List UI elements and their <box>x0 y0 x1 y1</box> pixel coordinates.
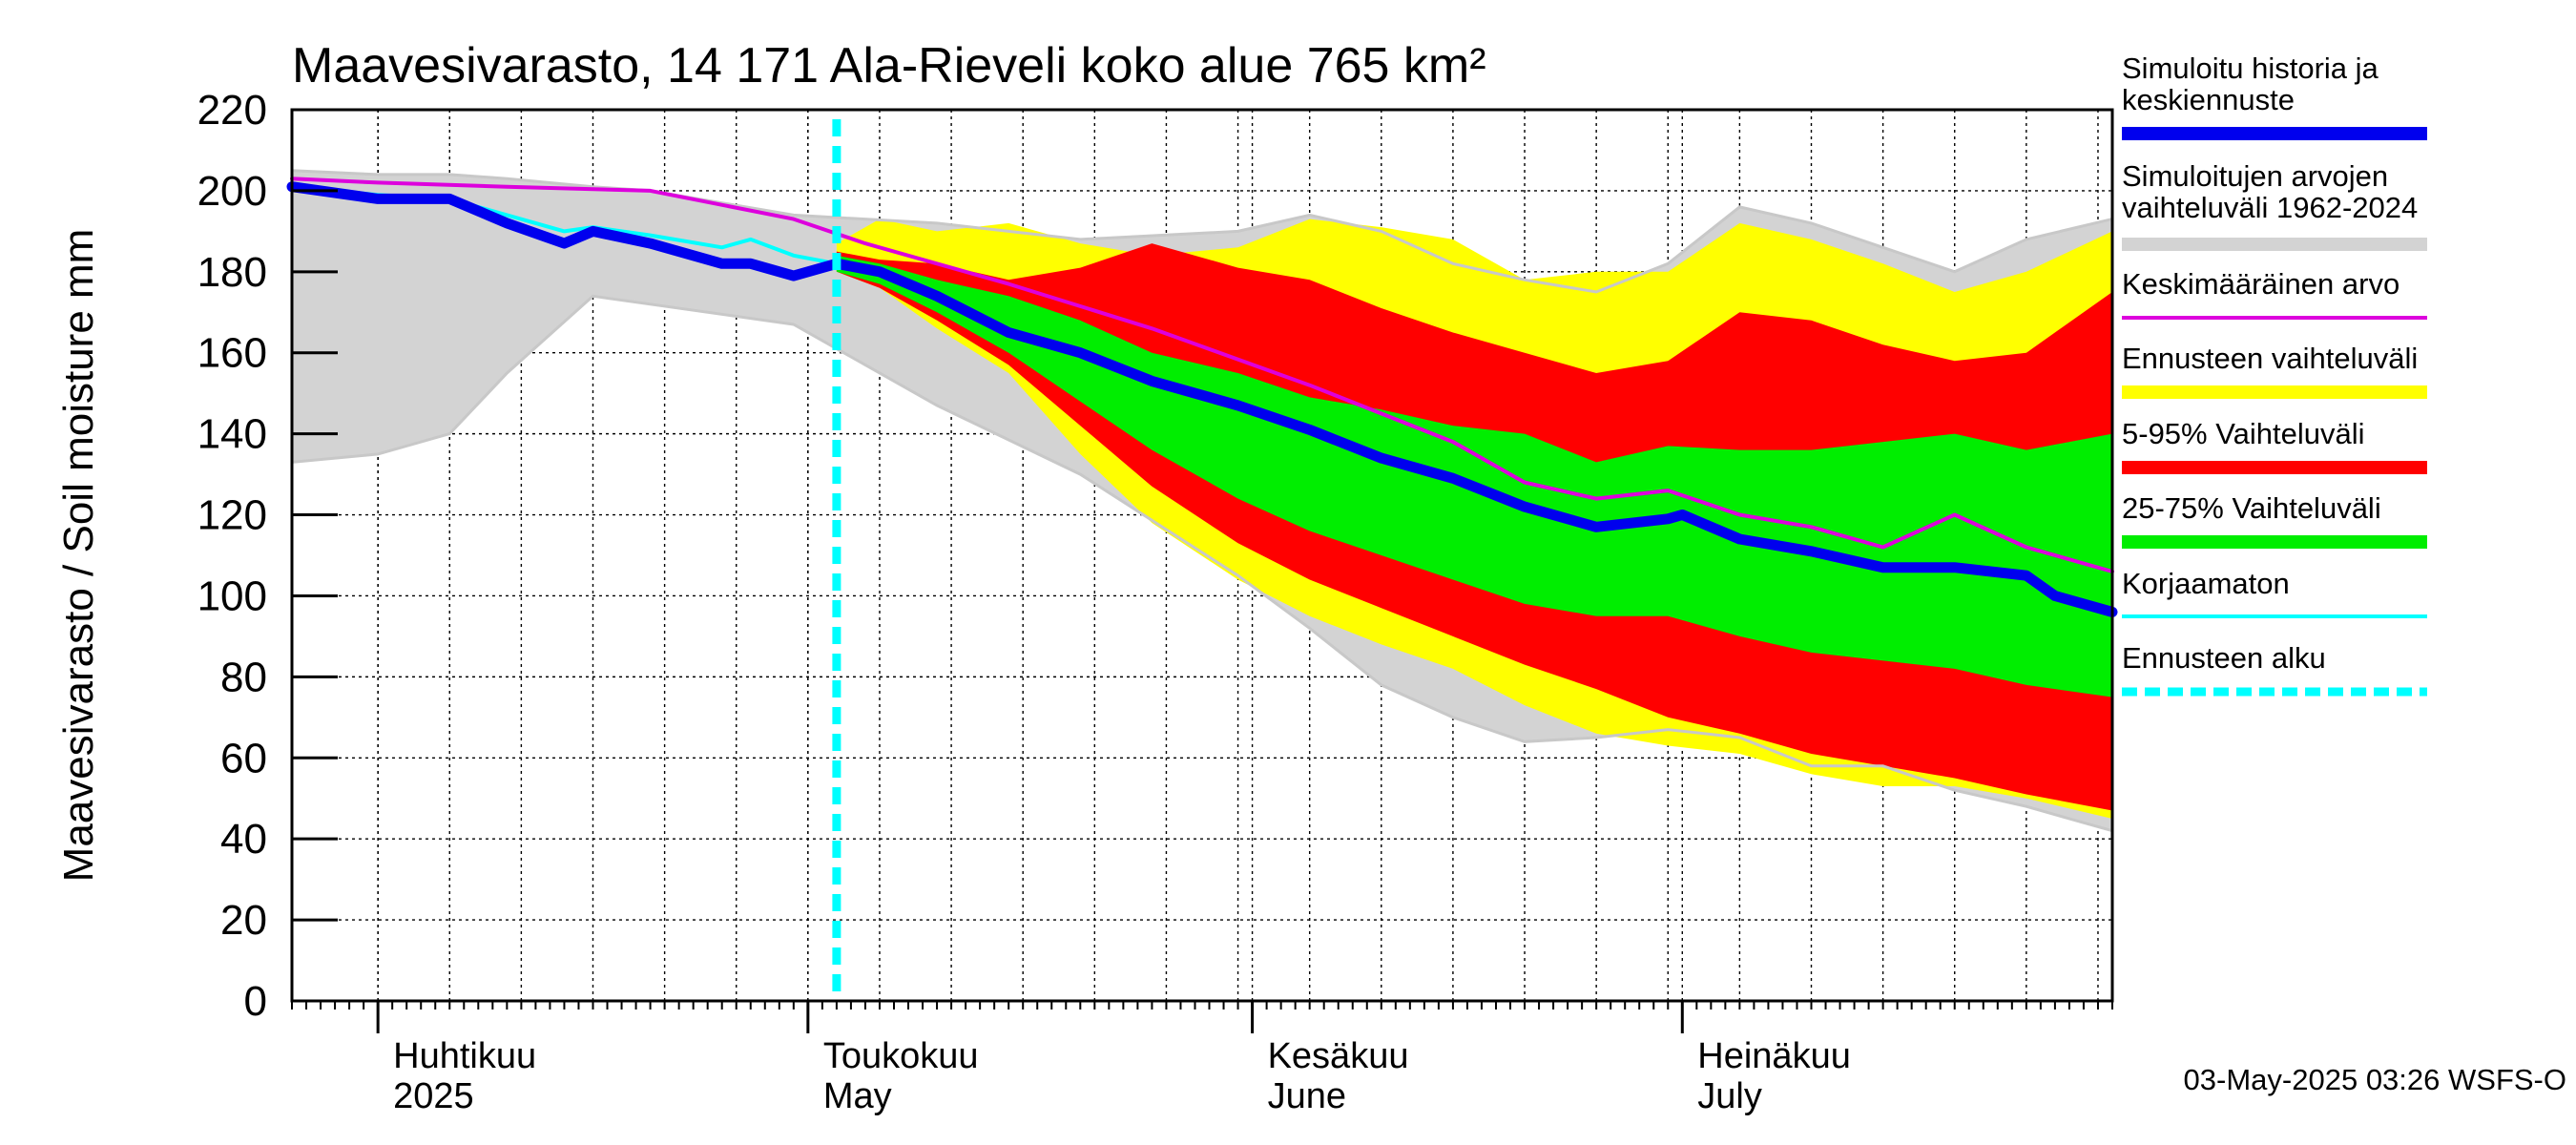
series-lines <box>286 119 2118 1001</box>
series-line-simuloitu-historia-ja-keskiennuste <box>286 181 2118 617</box>
month-label: Toukokuu <box>823 1036 979 1076</box>
legend: Simuloitu historia jakeskiennusteSimuloi… <box>2122 52 2427 697</box>
y-tick-label: 120 <box>197 492 267 539</box>
band-25-75-vaihteluv-li <box>836 255 2112 697</box>
month-label: Heinäkuu <box>1697 1036 1851 1076</box>
plot-area <box>286 108 2118 1003</box>
legend-label: Simuloitu historia ja <box>2122 52 2379 85</box>
legend-item: Korjaamaton <box>2122 567 2427 618</box>
legend-label: Simuloitujen arvojen <box>2122 159 2388 193</box>
legend-label: 5-95% Vaihteluväli <box>2122 417 2364 450</box>
y-tick-label: 100 <box>197 572 267 619</box>
y-axis-label: Maavesivarasto / Soil moisture mm <box>55 229 102 883</box>
legend-item: Ennusteen alku <box>2122 641 2427 697</box>
y-tick-label: 140 <box>197 411 267 458</box>
legend-item: 25-75% Vaihteluväli <box>2122 491 2427 549</box>
legend-item: Ennusteen vaihteluväli <box>2122 342 2427 399</box>
history-band-edge <box>291 294 2113 833</box>
chart-title: Maavesivarasto, 14 171 Ala-Rieveli koko … <box>292 38 1486 94</box>
legend-label: Keskimääräinen arvo <box>2122 267 2399 301</box>
y-tick-label: 160 <box>197 330 267 377</box>
y-tick-label: 0 <box>244 978 267 1025</box>
legend-item: Keskimääräinen arvo <box>2122 267 2427 320</box>
legend-label: vaihteluväli 1962-2024 <box>2122 191 2418 224</box>
month-sublabel: 2025 <box>393 1076 474 1116</box>
y-tick-label: 220 <box>197 87 267 134</box>
legend-label: Ennusteen alku <box>2122 641 2326 675</box>
month-label: Kesäkuu <box>1268 1036 1409 1076</box>
y-tick-label: 60 <box>220 735 267 781</box>
y-tick-label: 200 <box>197 168 267 215</box>
history-band-edge <box>291 169 2113 294</box>
month-label: Huhtikuu <box>393 1036 536 1076</box>
y-tick-label: 20 <box>220 897 267 944</box>
y-axis: 0 20 40 60 80 100 120 140 160 180 200 220 <box>197 87 338 1025</box>
legend-item: 5-95% Vaihteluväli <box>2122 417 2427 474</box>
plot-frame <box>290 108 2114 1003</box>
legend-label: 25-75% Vaihteluväli <box>2122 491 2381 525</box>
legend-label: keskiennuste <box>2122 83 2295 116</box>
legend-label: Korjaamaton <box>2122 567 2290 600</box>
series-line-keskim-r-inen-arvo <box>290 177 2114 573</box>
month-sublabel: May <box>823 1076 892 1116</box>
month-sublabel: July <box>1697 1076 1762 1116</box>
y-tick-label: 40 <box>220 816 267 863</box>
month-sublabel: June <box>1268 1076 1346 1116</box>
y-tick-label: 180 <box>197 249 267 296</box>
timestamp-label: 03-May-2025 03:26 WSFS-O <box>2184 1063 2566 1096</box>
y-tick-label: 80 <box>220 654 267 700</box>
legend-label: Ennusteen vaihteluväli <box>2122 342 2418 375</box>
